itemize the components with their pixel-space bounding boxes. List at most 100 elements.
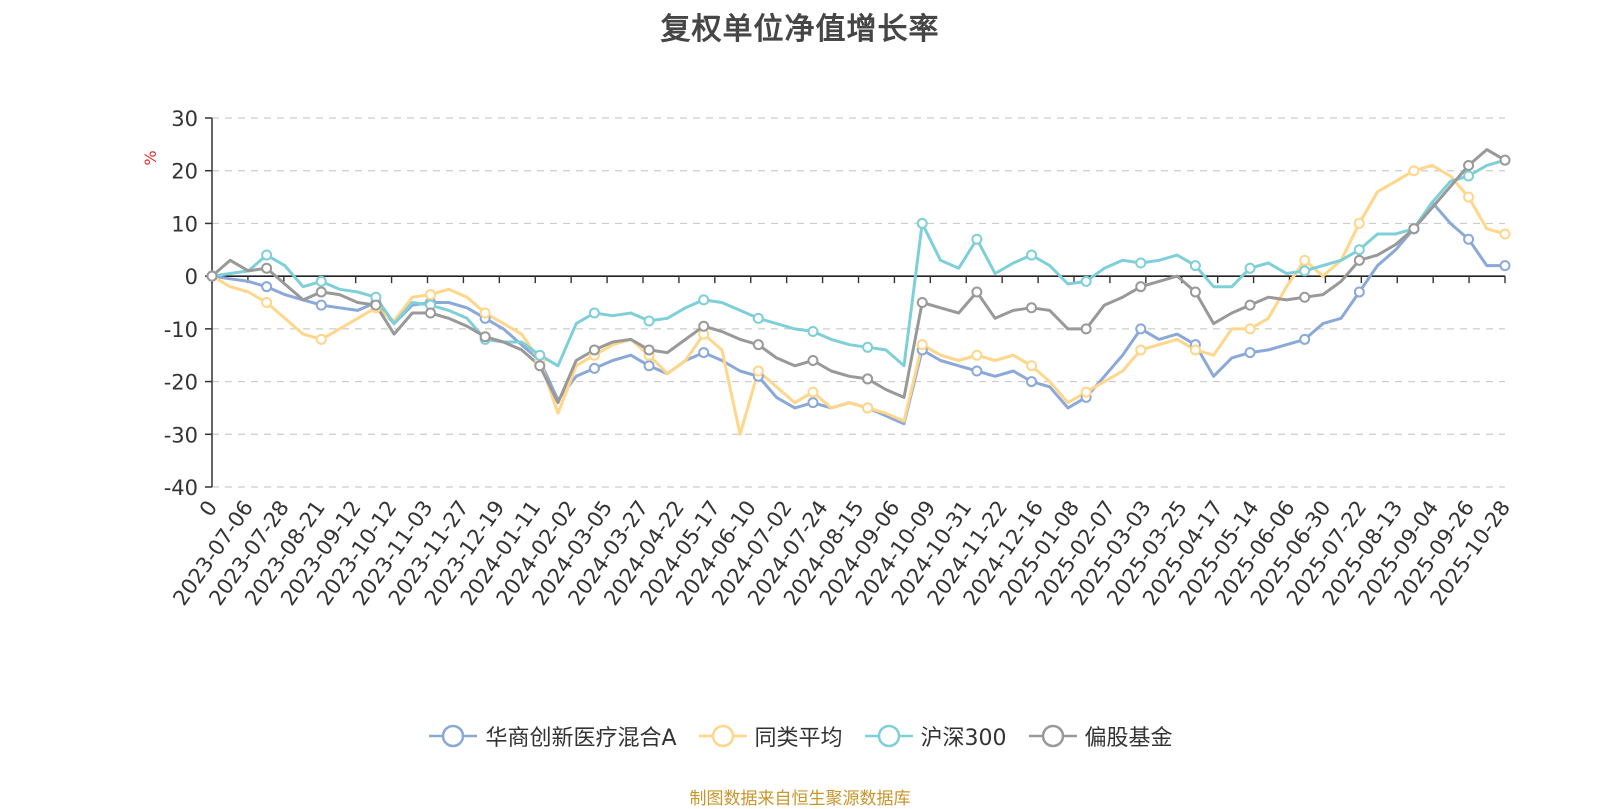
data-point <box>315 275 327 287</box>
data-point <box>1463 233 1475 245</box>
data-point <box>1080 275 1092 287</box>
y-axis-unit-label: % <box>141 150 160 165</box>
data-point <box>643 360 655 372</box>
data-point <box>425 307 437 319</box>
data-point <box>1244 323 1256 335</box>
data-point <box>1026 376 1038 388</box>
data-point <box>1353 286 1365 298</box>
data-point <box>479 307 491 319</box>
data-point <box>1408 223 1420 235</box>
data-point <box>479 331 491 343</box>
data-point <box>206 270 218 282</box>
grid-lines <box>212 117 1505 488</box>
data-point <box>1299 291 1311 303</box>
data-point <box>1299 265 1311 277</box>
data-point <box>1135 257 1147 269</box>
data-point <box>916 297 928 308</box>
legend-label: 偏股基金 <box>1084 726 1173 751</box>
data-point <box>261 281 273 293</box>
data-point <box>315 286 327 298</box>
data-point <box>916 339 928 351</box>
data-point <box>1189 286 1201 298</box>
data-point <box>370 299 382 311</box>
series-lines <box>210 148 1507 436</box>
data-point <box>1299 333 1311 345</box>
data-point <box>698 320 710 332</box>
data-point <box>261 249 273 261</box>
data-point <box>752 312 764 324</box>
x-tick-label: 0 <box>195 496 222 521</box>
data-point <box>425 289 437 301</box>
legend-item[interactable]: 沪深300 <box>863 720 1007 752</box>
legend-swatch-icon <box>1028 724 1077 748</box>
series-markers <box>206 154 1511 414</box>
y-tick-label: -10 <box>164 318 198 342</box>
data-point <box>1244 299 1256 311</box>
data-point <box>643 315 655 327</box>
data-point <box>1499 260 1511 272</box>
series-line <box>210 200 1507 426</box>
data-point <box>261 262 273 274</box>
chart-title: 复权单位净值增长率 <box>660 12 940 47</box>
legend: 华商创新医疗混合A 同类平均 沪深300 偏股基金 <box>0 720 1600 752</box>
data-point <box>1135 281 1147 293</box>
legend-label: 同类平均 <box>754 726 843 751</box>
data-point <box>1353 254 1365 266</box>
data-point <box>1408 165 1420 177</box>
data-point <box>698 347 710 359</box>
data-point <box>1463 170 1475 182</box>
data-point <box>1135 344 1147 356</box>
y-tick-label: 30 <box>171 107 198 131</box>
y-tick-label: 0 <box>185 265 198 289</box>
data-point <box>315 299 327 311</box>
axis-labels: -40-30-20-100102030%02023-07-062023-07-2… <box>141 107 1515 610</box>
data-point <box>315 333 327 345</box>
legend-label: 华商创新医疗混合A <box>485 726 677 751</box>
data-point <box>588 344 600 356</box>
legend-swatch-icon <box>429 724 478 748</box>
legend-swatch-icon <box>698 724 747 748</box>
data-point <box>1189 260 1201 272</box>
data-point <box>807 386 819 398</box>
data-point <box>971 349 983 361</box>
data-point <box>588 307 600 319</box>
legend-item[interactable]: 偏股基金 <box>1027 720 1173 752</box>
data-point <box>807 354 819 366</box>
data-point <box>752 365 764 377</box>
data-point <box>1353 217 1365 229</box>
data-point <box>862 373 874 385</box>
data-point <box>534 360 546 372</box>
y-tick-label: 20 <box>171 160 198 184</box>
data-point <box>261 297 273 308</box>
data-point <box>534 349 546 361</box>
y-tick-label: -40 <box>164 476 198 500</box>
data-point <box>1026 302 1038 314</box>
data-point <box>1080 386 1092 398</box>
data-point <box>1135 323 1147 335</box>
y-tick-label: 10 <box>171 212 198 236</box>
data-point <box>862 402 874 414</box>
data-point <box>807 397 819 409</box>
data-point <box>588 362 600 374</box>
data-point <box>971 365 983 377</box>
axes <box>205 117 1506 488</box>
data-point <box>643 344 655 356</box>
data-point <box>971 233 983 245</box>
data-point <box>971 286 983 298</box>
data-point <box>1299 254 1311 266</box>
source-note: 制图数据来自恒生聚源数据库 <box>689 789 911 809</box>
legend-item[interactable]: 华商创新医疗混合A <box>427 720 677 752</box>
y-tick-label: -20 <box>164 371 198 395</box>
series-line <box>210 163 1507 436</box>
data-point <box>1026 249 1038 261</box>
data-point <box>1244 262 1256 274</box>
data-point <box>1189 344 1201 356</box>
data-point <box>1499 228 1511 240</box>
data-point <box>1463 159 1475 171</box>
data-point <box>1244 347 1256 359</box>
y-tick-label: -30 <box>164 423 198 447</box>
legend-item[interactable]: 同类平均 <box>697 720 843 752</box>
data-point <box>698 294 710 306</box>
data-point <box>1353 244 1365 256</box>
